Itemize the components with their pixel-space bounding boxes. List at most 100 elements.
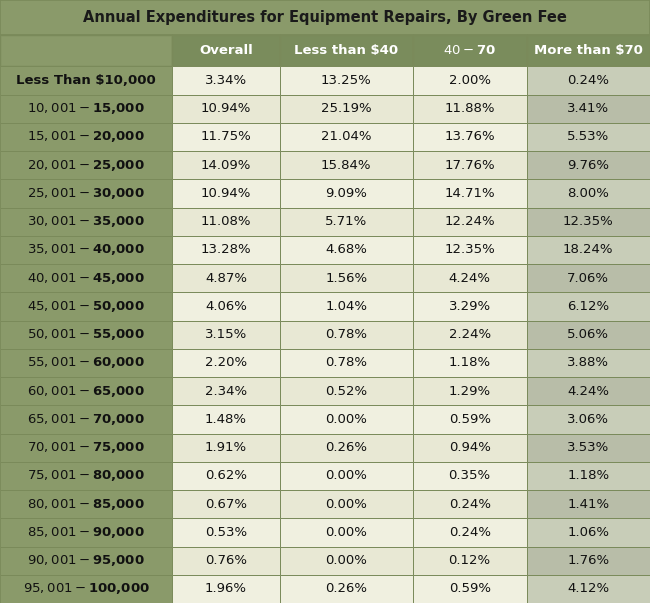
Text: 0.35%: 0.35% — [448, 469, 491, 482]
Text: 0.59%: 0.59% — [448, 413, 491, 426]
Bar — [0, 405, 172, 434]
Bar — [280, 575, 413, 603]
Bar — [526, 123, 650, 151]
Bar — [172, 95, 280, 123]
Bar — [526, 518, 650, 546]
Bar — [526, 236, 650, 264]
Text: 3.41%: 3.41% — [567, 102, 609, 115]
Bar — [0, 575, 172, 603]
Text: 0.59%: 0.59% — [448, 582, 491, 595]
Text: $30,001-$35,000: $30,001-$35,000 — [27, 214, 145, 229]
Text: 0.53%: 0.53% — [205, 526, 247, 539]
Text: 1.56%: 1.56% — [325, 272, 367, 285]
Text: $20,001-$25,000: $20,001-$25,000 — [27, 158, 145, 172]
Bar — [172, 405, 280, 434]
Text: 5.06%: 5.06% — [567, 328, 609, 341]
Bar — [172, 264, 280, 292]
Text: 0.24%: 0.24% — [567, 74, 609, 87]
Bar — [172, 575, 280, 603]
Text: 1.18%: 1.18% — [448, 356, 491, 370]
Text: 14.71%: 14.71% — [445, 187, 495, 200]
Text: 10.94%: 10.94% — [201, 102, 251, 115]
Bar — [280, 434, 413, 462]
Bar — [526, 405, 650, 434]
Text: 1.91%: 1.91% — [205, 441, 247, 454]
Text: 5.71%: 5.71% — [325, 215, 367, 228]
Text: 1.29%: 1.29% — [448, 385, 491, 397]
Bar — [172, 207, 280, 236]
Bar — [0, 321, 172, 349]
Bar — [0, 236, 172, 264]
Text: 13.76%: 13.76% — [445, 130, 495, 144]
Text: 0.26%: 0.26% — [325, 582, 367, 595]
Bar — [280, 490, 413, 518]
Bar — [413, 377, 526, 405]
Text: $95,001-$100,000: $95,001-$100,000 — [23, 581, 150, 596]
Bar — [172, 35, 280, 66]
Bar — [280, 207, 413, 236]
Bar — [526, 321, 650, 349]
Bar — [0, 0, 650, 35]
Bar — [172, 321, 280, 349]
Bar — [280, 123, 413, 151]
Text: 3.53%: 3.53% — [567, 441, 610, 454]
Text: $50,001-$55,000: $50,001-$55,000 — [27, 327, 145, 342]
Text: 12.35%: 12.35% — [563, 215, 614, 228]
Text: 2.20%: 2.20% — [205, 356, 247, 370]
Bar — [0, 179, 172, 207]
Bar — [280, 349, 413, 377]
Text: 15.84%: 15.84% — [321, 159, 371, 172]
Bar — [172, 179, 280, 207]
Text: 0.00%: 0.00% — [325, 554, 367, 567]
Bar — [526, 207, 650, 236]
Bar — [526, 292, 650, 321]
Bar — [526, 151, 650, 179]
Bar — [526, 490, 650, 518]
Bar — [413, 546, 526, 575]
Text: 9.76%: 9.76% — [567, 159, 609, 172]
Bar — [280, 292, 413, 321]
Bar — [413, 123, 526, 151]
Text: 13.28%: 13.28% — [201, 244, 251, 256]
Text: 11.08%: 11.08% — [201, 215, 251, 228]
Bar — [526, 95, 650, 123]
Text: 0.24%: 0.24% — [448, 497, 491, 511]
Text: 0.00%: 0.00% — [325, 413, 367, 426]
Bar — [526, 35, 650, 66]
Text: 6.12%: 6.12% — [567, 300, 609, 313]
Text: 4.06%: 4.06% — [205, 300, 247, 313]
Text: 3.29%: 3.29% — [448, 300, 491, 313]
Bar — [526, 575, 650, 603]
Bar — [526, 179, 650, 207]
Bar — [280, 236, 413, 264]
Text: $85,001-$90,000: $85,001-$90,000 — [27, 525, 145, 540]
Text: 2.00%: 2.00% — [448, 74, 491, 87]
Text: 3.15%: 3.15% — [205, 328, 247, 341]
Bar — [413, 518, 526, 546]
Text: 0.12%: 0.12% — [448, 554, 491, 567]
Bar — [172, 123, 280, 151]
Bar — [413, 207, 526, 236]
Bar — [413, 179, 526, 207]
Text: 0.00%: 0.00% — [325, 469, 367, 482]
Text: 12.35%: 12.35% — [444, 244, 495, 256]
Bar — [526, 377, 650, 405]
Bar — [413, 349, 526, 377]
Bar — [0, 95, 172, 123]
Text: $75,001-$80,000: $75,001-$80,000 — [27, 469, 145, 484]
Text: Less Than $10,000: Less Than $10,000 — [16, 74, 156, 87]
Bar — [0, 349, 172, 377]
Text: $40-$70: $40-$70 — [443, 44, 496, 57]
Bar — [413, 292, 526, 321]
Bar — [526, 66, 650, 95]
Text: $90,001-$95,000: $90,001-$95,000 — [27, 553, 145, 568]
Text: 0.26%: 0.26% — [325, 441, 367, 454]
Text: 8.00%: 8.00% — [567, 187, 609, 200]
Bar — [0, 462, 172, 490]
Bar — [280, 35, 413, 66]
Bar — [172, 292, 280, 321]
Bar — [0, 434, 172, 462]
Bar — [280, 405, 413, 434]
Bar — [172, 377, 280, 405]
Bar — [413, 236, 526, 264]
